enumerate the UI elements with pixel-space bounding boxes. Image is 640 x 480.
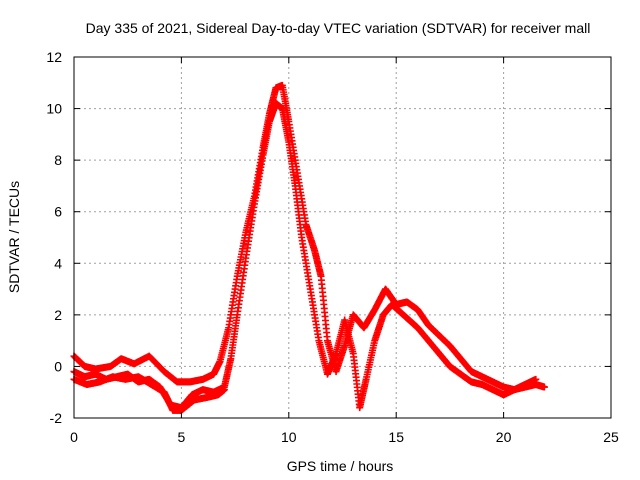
x-axis-ticks: 0 5 10 15 20 25 bbox=[70, 57, 619, 445]
series-mall-sdtvar-track-b bbox=[70, 81, 540, 394]
data-series bbox=[70, 81, 548, 414]
x-tick-label: 10 bbox=[281, 429, 297, 445]
y-tick-label: 2 bbox=[54, 307, 62, 323]
x-tick-label: 5 bbox=[178, 429, 186, 445]
y-axis-label: SDTVAR / TECUs bbox=[6, 181, 22, 293]
series-mall-sdtvar-track-a bbox=[70, 99, 548, 412]
chart-title: Day 335 of 2021, Sidereal Day-to-day VTE… bbox=[86, 20, 591, 36]
y-tick-label: 4 bbox=[54, 255, 62, 271]
x-tick-label: 15 bbox=[388, 429, 404, 445]
x-tick-label: 25 bbox=[603, 429, 619, 445]
series-mall-sdtvar-track-c bbox=[70, 373, 228, 414]
y-axis-ticks: -2 0 2 4 6 8 10 12 bbox=[46, 49, 611, 426]
data-point bbox=[532, 375, 540, 383]
y-tick-label: -2 bbox=[50, 410, 63, 426]
data-point bbox=[220, 386, 228, 394]
y-tick-label: 8 bbox=[54, 152, 62, 168]
y-tick-label: 0 bbox=[54, 358, 62, 374]
y-tick-label: 10 bbox=[46, 101, 62, 117]
y-tick-label: 6 bbox=[54, 204, 62, 220]
x-tick-label: 0 bbox=[70, 429, 78, 445]
x-axis-label: GPS time / hours bbox=[287, 458, 394, 474]
plot-frame bbox=[73, 56, 612, 419]
y-tick-label: 12 bbox=[46, 49, 62, 65]
x-tick-label: 20 bbox=[496, 429, 512, 445]
data-point bbox=[540, 383, 548, 391]
